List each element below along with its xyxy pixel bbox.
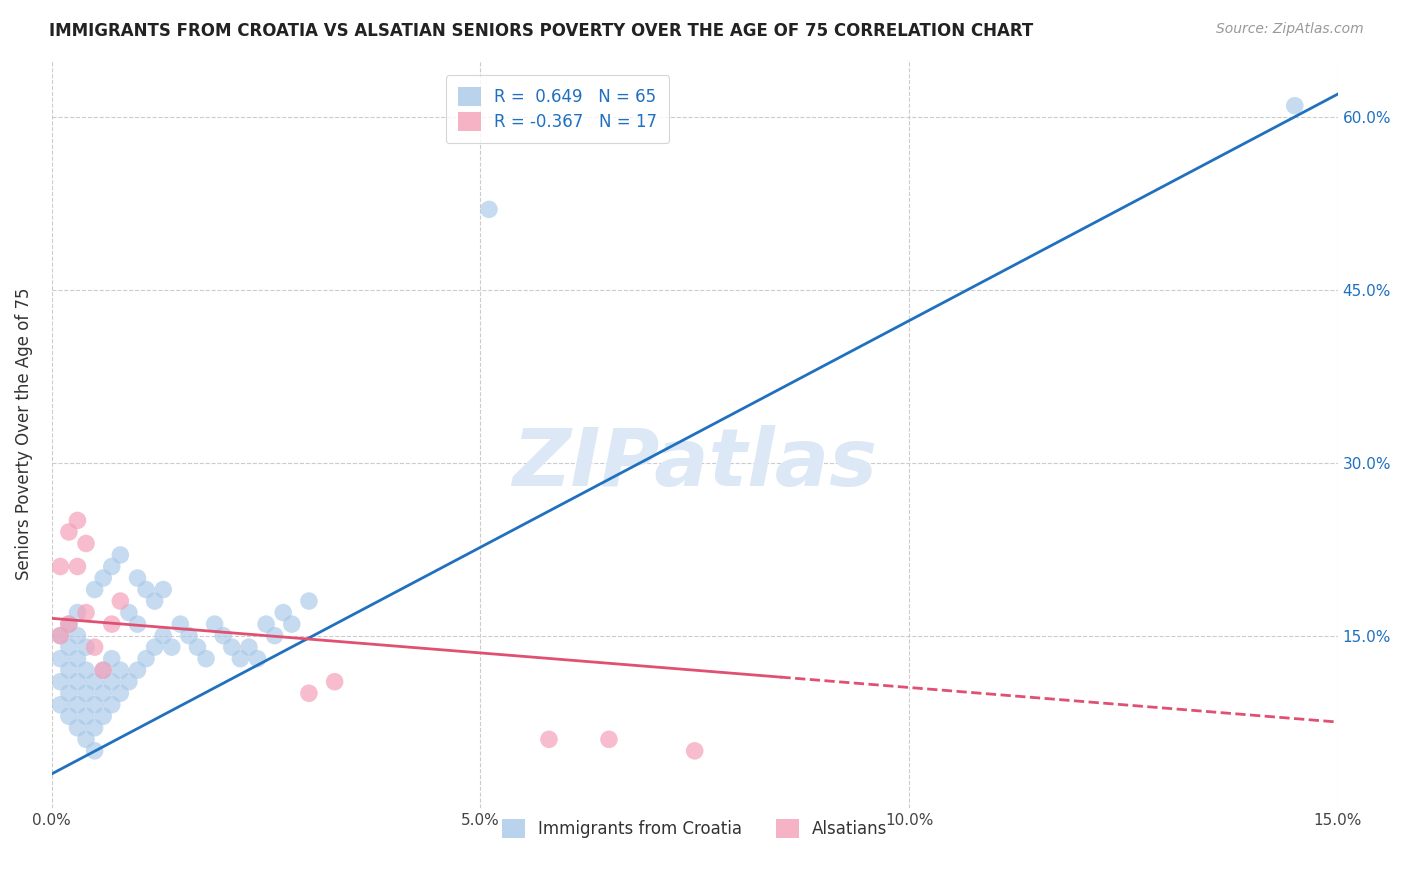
Legend: Immigrants from Croatia, Alsatians: Immigrants from Croatia, Alsatians: [495, 813, 894, 845]
Point: [238, 640, 260, 655]
Point: [271, 606, 294, 620]
Point: [212, 629, 235, 643]
Point: [100, 651, 122, 665]
Point: [49, 651, 72, 665]
Point: [83, 640, 105, 655]
Text: IMMIGRANTS FROM CROATIA VS ALSATIAN SENIORS POVERTY OVER THE AGE OF 75 CORRELATI: IMMIGRANTS FROM CROATIA VS ALSATIAN SENI…: [49, 22, 1033, 40]
Point: [58, 524, 80, 539]
Point: [281, 617, 304, 632]
Point: [66, 513, 89, 527]
Point: [49, 698, 72, 712]
Point: [110, 548, 132, 562]
Point: [221, 640, 243, 655]
Point: [169, 617, 191, 632]
Point: [91, 663, 114, 677]
Point: [83, 582, 105, 597]
Point: [263, 629, 285, 643]
Text: ZIPatlas: ZIPatlas: [512, 425, 877, 503]
Point: [1284, 98, 1306, 112]
Point: [66, 559, 89, 574]
Point: [66, 629, 89, 643]
Point: [100, 674, 122, 689]
Point: [66, 606, 89, 620]
Point: [298, 594, 321, 608]
Point: [100, 617, 122, 632]
Point: [143, 640, 166, 655]
Point: [186, 640, 208, 655]
Point: [110, 686, 132, 700]
Point: [135, 651, 157, 665]
Point: [298, 686, 321, 700]
Point: [246, 651, 269, 665]
Point: [323, 674, 346, 689]
Point: [254, 617, 277, 632]
Point: [75, 732, 97, 747]
Point: [683, 744, 706, 758]
Point: [58, 709, 80, 723]
Point: [100, 559, 122, 574]
Point: [75, 536, 97, 550]
Point: [537, 732, 560, 747]
Point: [83, 674, 105, 689]
Point: [66, 651, 89, 665]
Point: [204, 617, 226, 632]
Point: [478, 202, 501, 217]
Point: [75, 709, 97, 723]
Point: [91, 663, 114, 677]
Point: [91, 709, 114, 723]
Point: [127, 617, 149, 632]
Point: [58, 663, 80, 677]
Y-axis label: Seniors Poverty Over the Age of 75: Seniors Poverty Over the Age of 75: [15, 288, 32, 581]
Point: [118, 606, 141, 620]
Point: [66, 674, 89, 689]
Point: [100, 698, 122, 712]
Point: [75, 663, 97, 677]
Point: [75, 606, 97, 620]
Point: [91, 686, 114, 700]
Point: [118, 674, 141, 689]
Point: [91, 571, 114, 585]
Point: [195, 651, 218, 665]
Text: Source: ZipAtlas.com: Source: ZipAtlas.com: [1216, 22, 1364, 37]
Point: [66, 698, 89, 712]
Point: [58, 617, 80, 632]
Point: [75, 640, 97, 655]
Point: [58, 617, 80, 632]
Point: [152, 582, 174, 597]
Point: [143, 594, 166, 608]
Point: [49, 559, 72, 574]
Point: [152, 629, 174, 643]
Point: [58, 686, 80, 700]
Point: [229, 651, 252, 665]
Point: [58, 640, 80, 655]
Point: [135, 582, 157, 597]
Point: [127, 663, 149, 677]
Point: [49, 629, 72, 643]
Point: [66, 721, 89, 735]
Point: [83, 698, 105, 712]
Point: [598, 732, 620, 747]
Point: [49, 674, 72, 689]
Point: [160, 640, 183, 655]
Point: [110, 663, 132, 677]
Point: [127, 571, 149, 585]
Point: [83, 744, 105, 758]
Point: [49, 629, 72, 643]
Point: [83, 721, 105, 735]
Point: [110, 594, 132, 608]
Point: [75, 686, 97, 700]
Point: [177, 629, 200, 643]
